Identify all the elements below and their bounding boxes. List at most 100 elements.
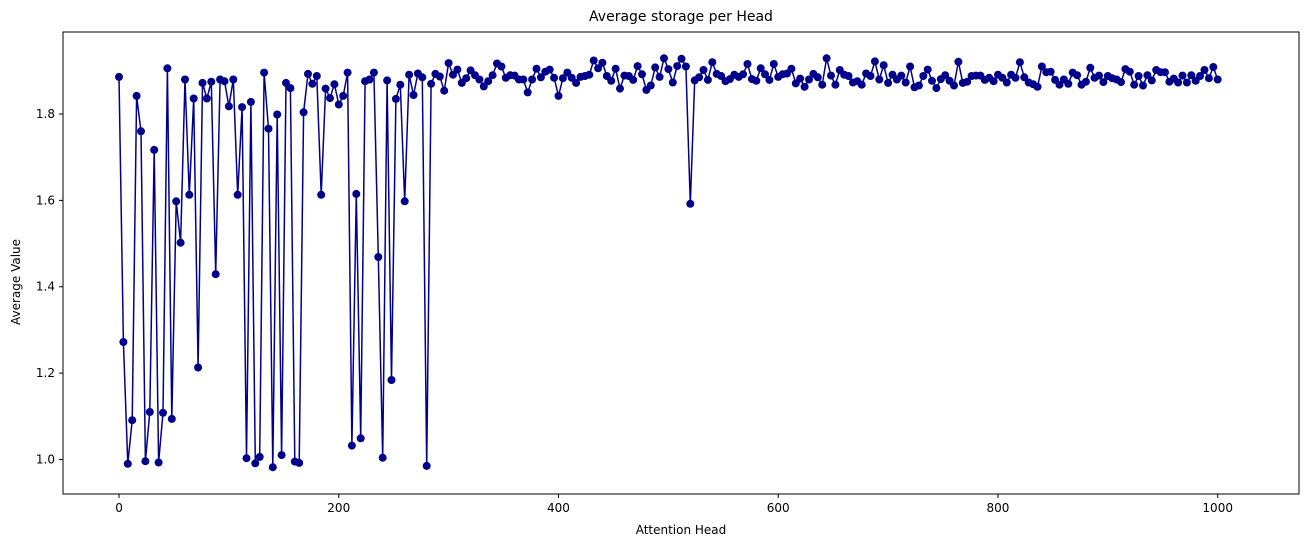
plot-frame [62, 31, 1300, 495]
data-point [115, 72, 123, 81]
data-point [1200, 66, 1209, 74]
data-point [638, 70, 646, 79]
y-tick-label: 1.6 [36, 193, 55, 207]
data-point [224, 102, 233, 111]
data-point [932, 84, 941, 93]
data-point [1081, 77, 1090, 86]
data-point [963, 77, 972, 86]
x-tick-label: 800 [987, 501, 1010, 515]
series-line [118, 55, 1219, 468]
data-point [607, 76, 616, 85]
chart-title: Average storage per Head [589, 9, 773, 25]
y-tick-label: 1.2 [36, 366, 55, 380]
data-point [686, 199, 695, 208]
data-point [761, 70, 769, 79]
data-point [312, 72, 321, 80]
data-point [1182, 78, 1191, 87]
data-point [914, 81, 923, 90]
data-point [717, 72, 726, 80]
data-point [800, 82, 809, 91]
data-point [1196, 72, 1205, 80]
data-point [330, 80, 339, 89]
data-point [264, 124, 273, 133]
data-point [479, 82, 488, 91]
data-point [668, 78, 677, 87]
y-tick-label: 1.0 [36, 452, 55, 466]
data-point [1095, 71, 1103, 80]
data-point [1064, 79, 1073, 88]
data-point [273, 110, 282, 119]
data-point [660, 54, 668, 63]
data-point [765, 75, 774, 84]
data-point [189, 94, 198, 103]
data-point [1002, 78, 1011, 87]
data-point [1125, 67, 1134, 76]
data-point [787, 64, 796, 73]
data-point [277, 451, 286, 460]
x-tick-label: 400 [547, 501, 570, 515]
data-point [167, 414, 176, 423]
x-tick-label: 0 [115, 501, 123, 515]
data-point [708, 58, 717, 67]
data-point [497, 62, 506, 71]
data-point [1204, 74, 1213, 83]
data-point [484, 77, 493, 86]
data-point [176, 238, 185, 247]
data-point [202, 94, 211, 103]
data-point [128, 416, 137, 425]
data-point [246, 97, 255, 106]
data-point [427, 79, 436, 88]
data-point [163, 64, 172, 73]
x-tick-label: 200 [327, 501, 350, 515]
x-tick-label: 1000 [1202, 501, 1233, 515]
data-point [123, 459, 132, 468]
data-point [827, 71, 835, 80]
data-point [181, 75, 189, 84]
data-point [677, 54, 686, 63]
data-point [598, 58, 607, 67]
data-point [1033, 82, 1042, 91]
data-point [681, 62, 690, 71]
data-point [585, 70, 594, 79]
data-point [488, 71, 497, 80]
data-point [422, 461, 431, 470]
data-point [1117, 78, 1125, 87]
data-point [550, 73, 559, 82]
data-point [238, 103, 247, 112]
data-point [554, 91, 563, 100]
data-point [119, 338, 128, 346]
data-point [339, 91, 348, 100]
data-point [901, 78, 910, 87]
data-point [1161, 68, 1169, 77]
data-point [347, 441, 356, 450]
data-point [519, 75, 528, 84]
data-point [589, 56, 598, 65]
data-point [194, 363, 203, 372]
data-point [154, 458, 163, 467]
data-point [145, 408, 154, 416]
data-point [295, 458, 304, 467]
data-point [523, 88, 532, 97]
data-point [229, 75, 238, 84]
data-point [572, 78, 581, 87]
data-point [391, 94, 400, 103]
data-point [352, 189, 361, 198]
data-point [343, 68, 352, 77]
data-point [769, 60, 778, 68]
data-point [132, 91, 141, 100]
data-point [664, 65, 673, 74]
data-point [950, 81, 958, 90]
data-point [646, 81, 655, 90]
data-point [1037, 62, 1046, 71]
data-point [440, 86, 449, 95]
data-point [317, 190, 326, 199]
data-point [365, 75, 374, 84]
data-point [475, 75, 484, 84]
data-point [321, 84, 330, 93]
data-point [356, 434, 365, 443]
data-point [1130, 80, 1139, 89]
y-axis-label: Average Value [9, 239, 23, 325]
data-point [444, 59, 453, 68]
data-point [954, 57, 963, 66]
data-point [743, 60, 752, 68]
